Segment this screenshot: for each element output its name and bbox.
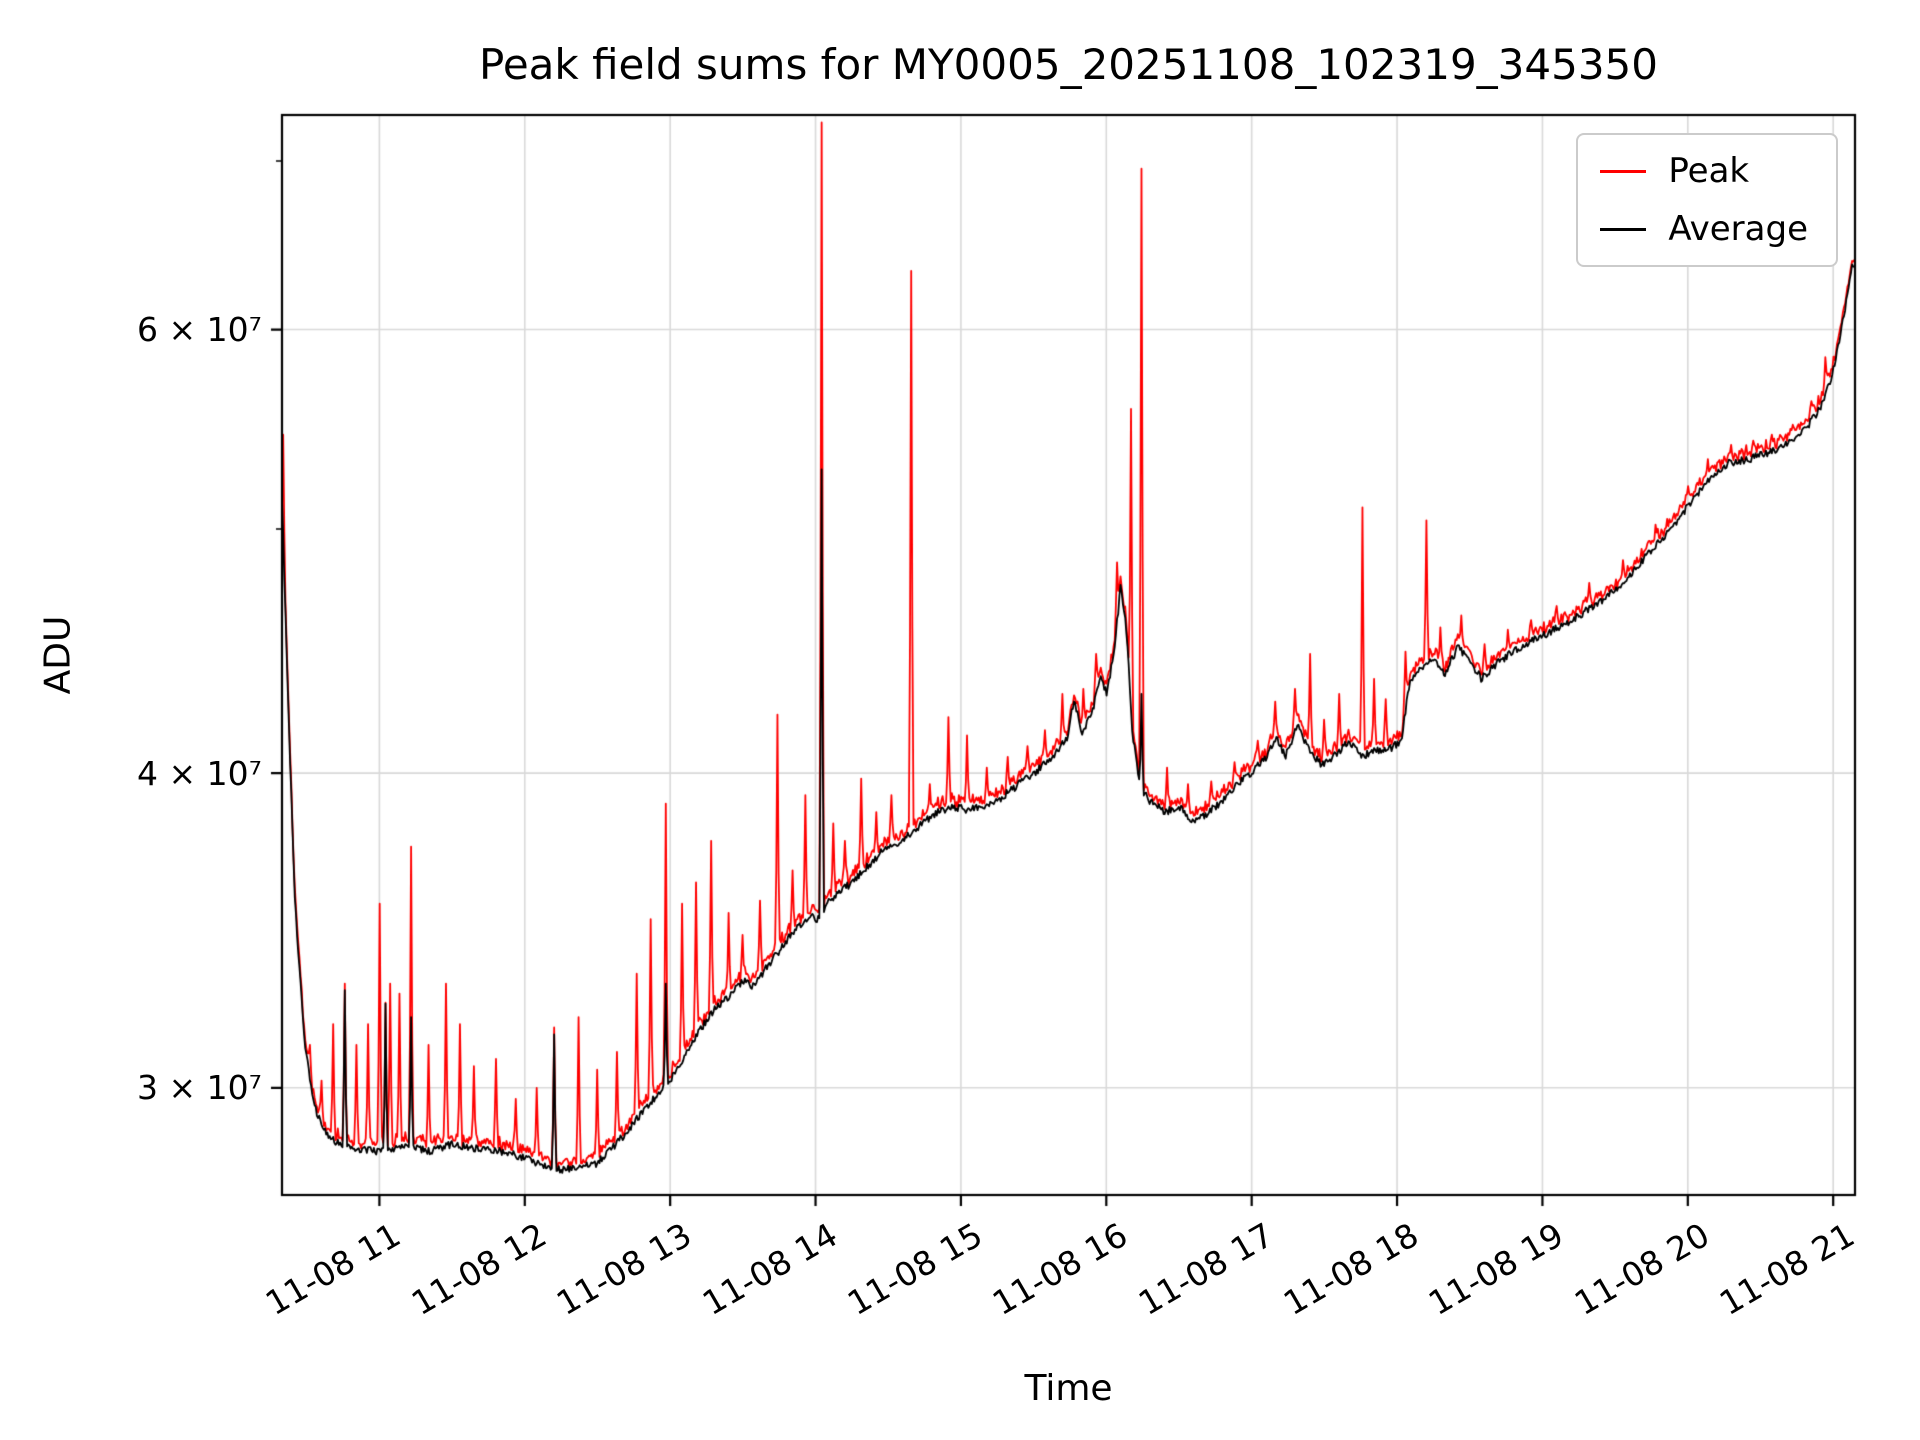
legend: Peak Average: [1576, 133, 1838, 267]
legend-item-average: Average: [1600, 209, 1808, 249]
legend-label-peak: Peak: [1668, 151, 1750, 191]
legend-label-average: Average: [1668, 209, 1808, 249]
peak-line-swatch: [1600, 169, 1647, 173]
legend-item-peak: Peak: [1600, 151, 1808, 191]
average-line-swatch: [1600, 227, 1647, 231]
